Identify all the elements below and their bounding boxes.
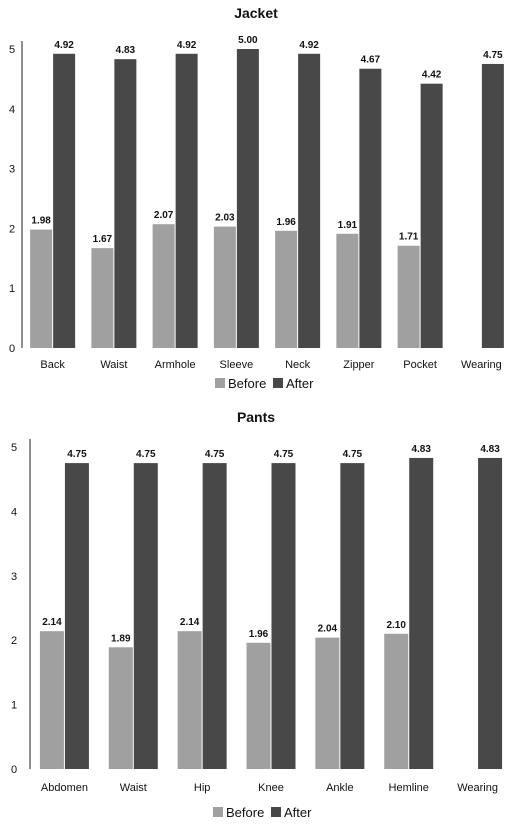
pants-data-label: 1.89 <box>111 633 131 644</box>
pants-bar-after <box>409 457 434 769</box>
jacket-y-tick-label: 2 <box>9 223 15 235</box>
pants-data-label: 2.10 <box>386 620 406 631</box>
pants-bar-after <box>202 463 227 769</box>
jacket-category-label: Wearing <box>461 359 502 371</box>
jacket-category-label: Zipper <box>343 359 375 371</box>
pants-chart: Pants 0 1 2 3 4 5 2.14 4.75 Abdomen 1.89 4.75 Waist 2… <box>0 405 512 828</box>
jacket-y-tick-label: 1 <box>9 283 15 295</box>
pants-bar-before <box>246 642 271 769</box>
jacket-y-tick-label: 5 <box>9 44 15 56</box>
jacket-legend-label-before: Before <box>228 376 266 391</box>
jacket-bar-before <box>30 229 53 348</box>
pants-bar-before <box>384 633 409 769</box>
jacket-y-tick-label: 4 <box>9 104 15 116</box>
pants-data-label: 4.75 <box>205 449 225 460</box>
pants-category-label: Ankle <box>326 782 354 794</box>
jacket-bar-after <box>298 53 321 349</box>
pants-chart-svg: Pants 0 1 2 3 4 5 2.14 4.75 Abdomen 1.89 4.75 Waist 2… <box>11 409 503 820</box>
jacket-bar-after <box>236 49 259 348</box>
jacket-chart: Jacket 0 1 2 3 4 5 1.98 4.92 Back 1.67 4.83 Waist 2.0… <box>0 0 512 400</box>
jacket-data-label: 1.98 <box>31 216 51 227</box>
jacket-bar-after <box>481 63 504 348</box>
jacket-bar-after <box>175 53 198 349</box>
pants-data-label: 1.96 <box>249 629 269 640</box>
pants-category-label: Waist <box>120 782 147 794</box>
jacket-bar-after <box>420 83 443 349</box>
jacket-bar-before <box>152 224 175 348</box>
pants-data-label: 4.83 <box>480 444 500 455</box>
pants-bar-before <box>39 631 64 769</box>
jacket-legend-swatch-before <box>215 378 225 388</box>
pants-data-label: 4.75 <box>274 449 294 460</box>
jacket-chart-title: Jacket <box>234 5 278 21</box>
pants-chart-title: Pants <box>237 409 275 425</box>
jacket-category-label: Waist <box>100 359 127 371</box>
jacket-data-label: 5.00 <box>238 35 258 46</box>
jacket-category-label: Neck <box>285 359 311 371</box>
jacket-category-label: Pocket <box>403 359 437 371</box>
pants-category-label: Knee <box>258 782 284 794</box>
pants-y-tick-label: 2 <box>11 635 17 647</box>
jacket-category-label: Back <box>40 359 65 371</box>
pants-legend-swatch-after <box>271 807 281 817</box>
jacket-data-label: 4.92 <box>54 40 74 51</box>
pants-bar-after <box>64 463 89 769</box>
pants-y-tick-label: 0 <box>11 764 17 776</box>
jacket-data-label: 1.71 <box>399 232 419 243</box>
pants-bar-before <box>108 647 133 769</box>
jacket-data-label: 4.67 <box>361 55 381 66</box>
jacket-bar-before <box>275 230 298 348</box>
jacket-bar-before <box>91 248 114 348</box>
jacket-bar-before <box>397 245 420 348</box>
jacket-data-label: 4.75 <box>483 50 503 61</box>
pants-data-label: 4.75 <box>67 449 87 460</box>
pants-category-label: Hip <box>194 782 211 794</box>
jacket-data-label: 1.91 <box>338 220 358 231</box>
jacket-bar-after <box>359 68 382 348</box>
jacket-data-label: 4.92 <box>299 40 319 51</box>
pants-data-label: 4.75 <box>343 449 363 460</box>
pants-bar-before <box>315 637 340 769</box>
pants-data-label: 2.14 <box>180 617 200 628</box>
pants-y-tick-label: 1 <box>11 700 17 712</box>
jacket-bar-before <box>213 226 236 348</box>
jacket-y-tick-label: 3 <box>9 164 15 176</box>
jacket-data-label: 4.83 <box>116 45 136 56</box>
pants-bar-after <box>271 463 296 769</box>
jacket-data-label: 1.67 <box>93 234 113 245</box>
pants-bar-after <box>340 463 365 769</box>
pants-bar-after <box>133 463 158 769</box>
jacket-data-label: 2.03 <box>215 213 235 224</box>
pants-category-label: Abdomen <box>41 782 88 794</box>
pants-category-label: Wearing <box>457 782 498 794</box>
pants-bar-before <box>177 631 202 769</box>
jacket-bar-after <box>114 59 137 348</box>
jacket-chart-svg: Jacket 0 1 2 3 4 5 1.98 4.92 Back 1.67 4.83 Waist 2.0… <box>9 5 504 391</box>
jacket-bar-before <box>336 233 359 348</box>
jacket-data-label: 2.07 <box>154 210 174 221</box>
jacket-data-label: 1.96 <box>276 217 296 228</box>
pants-data-label: 2.14 <box>42 617 62 628</box>
pants-y-tick-label: 4 <box>11 506 17 518</box>
pants-data-label: 4.83 <box>411 444 431 455</box>
jacket-legend-swatch-after <box>273 378 283 388</box>
jacket-data-label: 4.42 <box>422 70 442 81</box>
pants-legend-label-after: After <box>284 805 312 820</box>
pants-y-tick-label: 5 <box>11 442 17 454</box>
pants-y-tick-label: 3 <box>11 571 17 583</box>
jacket-category-label: Armhole <box>155 359 196 371</box>
pants-legend-label-before: Before <box>226 805 264 820</box>
pants-data-label: 4.75 <box>136 449 156 460</box>
jacket-y-tick-label: 0 <box>9 343 15 355</box>
pants-data-label: 2.04 <box>318 624 338 635</box>
pants-legend-swatch-before <box>213 807 223 817</box>
jacket-bar-after <box>53 53 76 349</box>
jacket-legend-label-after: After <box>286 376 314 391</box>
pants-bar-after <box>478 457 503 769</box>
jacket-data-label: 4.92 <box>177 40 197 51</box>
jacket-category-label: Sleeve <box>220 359 254 371</box>
pants-category-label: Hemline <box>389 782 429 794</box>
